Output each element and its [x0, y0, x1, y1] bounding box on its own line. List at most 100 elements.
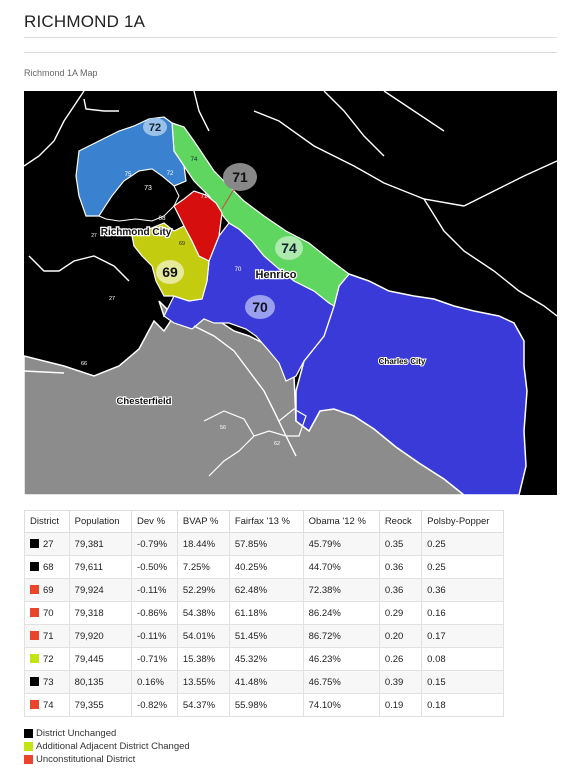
district-number: 74: [43, 699, 54, 711]
cell-obama: 74.10%: [302, 693, 380, 717]
district-number: 73: [43, 676, 54, 688]
cell-population: 79,924: [68, 578, 133, 602]
svg-text:74: 74: [281, 240, 297, 256]
col-bvap: BVAP %: [176, 510, 230, 533]
label-district-74-small: 74: [191, 157, 198, 163]
cell-district: 74: [24, 693, 70, 717]
status-swatch: [30, 538, 39, 548]
cell-district: 71: [24, 624, 70, 648]
district-number: 68: [43, 561, 54, 573]
table-row: 68 79,611 -0.50% 7.25% 40.25% 44.70% 0.36 0.25: [24, 555, 504, 579]
cell-bvap: 15.38%: [176, 647, 230, 671]
cell-population: 80,135: [68, 670, 133, 694]
cell-dev: -0.79%: [131, 532, 178, 556]
district-70-east: [295, 273, 528, 495]
cell-fairfax: 62.48%: [228, 578, 304, 602]
status-swatch: [30, 561, 39, 571]
james-river: [24, 325, 297, 457]
cell-obama: 46.23%: [302, 647, 380, 671]
cell-polsby: 0.36: [421, 578, 504, 602]
district-map[interactable]: 72 71 74 69 70 75 73 72 74 71 68 69 70 2…: [24, 91, 557, 495]
status-swatch: [30, 653, 39, 663]
cell-bvap: 52.29%: [176, 578, 230, 602]
cell-polsby: 0.16: [421, 601, 504, 625]
cell-bvap: 7.25%: [176, 555, 230, 579]
cell-dev: -0.86%: [131, 601, 178, 625]
cell-reock: 0.19: [378, 693, 423, 717]
legend-item: District Unchanged: [24, 727, 190, 740]
cell-bvap: 13.55%: [176, 670, 230, 694]
map-legend: District Unchanged Additional Adjacent Di…: [24, 727, 190, 766]
cell-obama: 46.75%: [302, 670, 380, 694]
cell-bvap: 54.01%: [176, 624, 230, 648]
label-chesterfield: Chesterfield: [117, 396, 172, 407]
table-row: 74 79,355 -0.82% 54.37% 55.98% 74.10% 0.19 0.18: [24, 693, 504, 717]
label-district-71-small: 71: [201, 194, 208, 200]
cell-district: 72: [24, 647, 70, 671]
cell-district: 68: [24, 555, 70, 579]
cell-dev: -0.71%: [131, 647, 178, 671]
cell-population: 79,318: [68, 601, 133, 625]
cell-district: 73: [24, 670, 70, 694]
title-divider: [24, 37, 557, 38]
svg-text:72: 72: [149, 122, 161, 134]
label-district-27: 27: [109, 296, 115, 302]
label-district-27-north: 27: [91, 233, 97, 239]
cell-obama: 86.72%: [302, 624, 380, 648]
label-district-66: 66: [81, 361, 87, 367]
cell-polsby: 0.08: [421, 647, 504, 671]
district-71: [173, 190, 223, 262]
cell-dev: -0.82%: [131, 693, 178, 717]
col-obama: Obama '12 %: [302, 510, 380, 533]
table-row: 73 80,135 0.16% 13.55% 41.48% 46.75% 0.39 0.15: [24, 670, 504, 694]
label-district-69-small: 69: [179, 241, 185, 247]
district-number: 71: [43, 630, 54, 642]
cell-population: 79,611: [68, 555, 133, 579]
cell-bvap: 18.44%: [176, 532, 230, 556]
district-number: 70: [43, 607, 54, 619]
col-population: Population: [68, 510, 133, 533]
cell-district: 27: [24, 532, 70, 556]
cell-obama: 45.79%: [302, 532, 380, 556]
legend-label: District Unchanged: [36, 728, 117, 739]
map-caption: Richmond 1A Map: [24, 68, 98, 78]
cell-dev: -0.50%: [131, 555, 178, 579]
cell-fairfax: 45.32%: [228, 647, 304, 671]
cell-population: 79,355: [68, 693, 133, 717]
cell-fairfax: 40.25%: [228, 555, 304, 579]
district-number: 27: [43, 538, 54, 550]
cell-fairfax: 55.98%: [228, 693, 304, 717]
cell-population: 79,920: [68, 624, 133, 648]
cell-polsby: 0.18: [421, 693, 504, 717]
status-swatch: [30, 676, 39, 686]
label-richmond-city: Richmond City: [101, 227, 172, 238]
cell-population: 79,381: [68, 532, 133, 556]
cell-district: 70: [24, 601, 70, 625]
svg-text:69: 69: [162, 264, 178, 280]
badge-district-69: 69: [156, 260, 184, 284]
label-henrico: Henrico: [256, 269, 297, 281]
cell-reock: 0.29: [378, 601, 423, 625]
legend-item: Additional Adjacent District Changed: [24, 740, 190, 753]
cell-obama: 86.24%: [302, 601, 380, 625]
table-row: 69 79,924 -0.11% 52.29% 62.48% 72.38% 0.36 0.36: [24, 578, 504, 602]
label-district-56: 56: [220, 425, 226, 431]
col-fairfax: Fairfax '13 %: [228, 510, 304, 533]
table-row: 27 79,381 -0.79% 18.44% 57.85% 45.79% 0.35 0.25: [24, 532, 504, 556]
cell-dev: -0.11%: [131, 578, 178, 602]
label-district-73: 73: [144, 185, 152, 192]
cell-reock: 0.39: [378, 670, 423, 694]
cell-dev: -0.11%: [131, 624, 178, 648]
district-73: [98, 168, 180, 222]
cell-polsby: 0.25: [421, 555, 504, 579]
cell-polsby: 0.25: [421, 532, 504, 556]
legend-item: Unconstitutional District: [24, 753, 190, 766]
svg-text:70: 70: [252, 299, 268, 315]
status-swatch: [30, 584, 39, 594]
cell-fairfax: 41.48%: [228, 670, 304, 694]
cell-reock: 0.35: [378, 532, 423, 556]
table-row: 72 79,445 -0.71% 15.38% 45.32% 46.23% 0.26 0.08: [24, 647, 504, 671]
table-body: 27 79,381 -0.79% 18.44% 57.85% 45.79% 0.35 0.25…: [24, 532, 504, 717]
cell-fairfax: 61.18%: [228, 601, 304, 625]
legend-swatch: [24, 755, 33, 764]
